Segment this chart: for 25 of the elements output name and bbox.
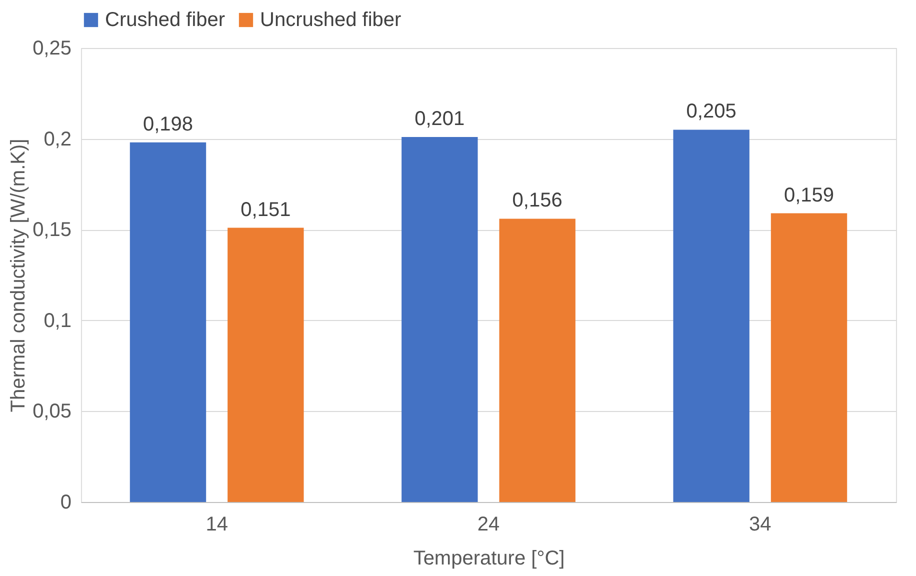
y-tick-label: 0 xyxy=(60,492,72,514)
x-tick-label: 24 xyxy=(477,514,500,536)
data-label: 0,151 xyxy=(240,198,291,221)
data-label: 0,159 xyxy=(784,184,834,206)
y-tick-label: 0,05 xyxy=(32,400,72,423)
legend-label: Crushed fiber xyxy=(105,9,226,31)
data-label: 0,156 xyxy=(512,190,562,212)
x-axis-title: Temperature [°C] xyxy=(413,548,565,570)
y-tick-label: 0,2 xyxy=(44,128,72,150)
x-tick-label: 14 xyxy=(206,514,228,536)
y-axis-title: Thermal conductivity [W/(m.K)] xyxy=(8,138,30,412)
bar xyxy=(499,218,576,502)
y-tick-label: 0,25 xyxy=(32,38,72,60)
bar xyxy=(402,136,478,502)
bar xyxy=(770,213,848,502)
legend-label: Uncrushed fiber xyxy=(260,9,402,31)
bar xyxy=(673,130,750,502)
bar xyxy=(228,228,304,502)
data-label: 0,201 xyxy=(414,108,465,130)
x-tick-label: 34 xyxy=(749,514,772,536)
bar xyxy=(130,142,206,502)
data-label: 0,198 xyxy=(142,113,194,136)
y-tick-label: 0,15 xyxy=(32,219,72,242)
y-tick-label: 0,1 xyxy=(44,310,72,332)
data-label: 0,205 xyxy=(686,100,736,123)
